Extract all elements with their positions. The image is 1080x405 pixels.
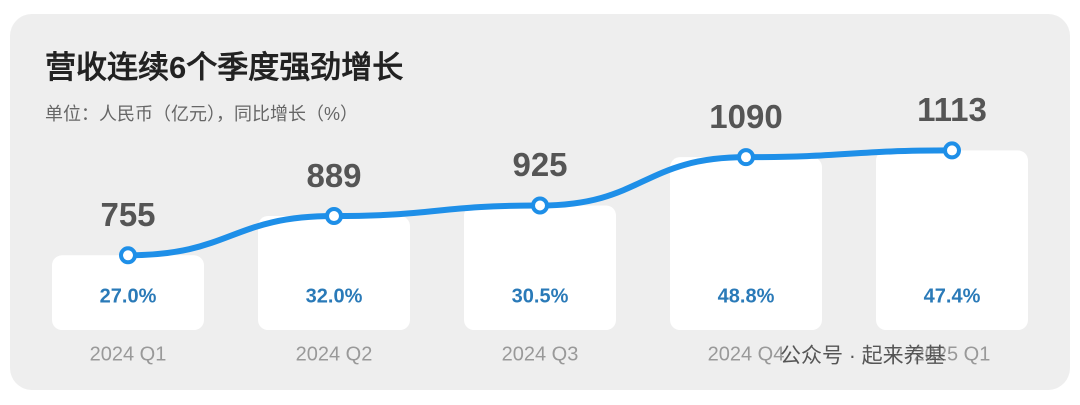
revenue-label: 889	[306, 157, 361, 194]
growth-label: 30.5%	[512, 285, 569, 307]
revenue-label: 755	[100, 196, 155, 233]
chart-subtitle: 单位：人民币（亿元），同比增长（%）	[45, 104, 358, 124]
bar-box	[258, 216, 410, 330]
bar-box	[52, 255, 204, 330]
watermark: 公众号 · 起来养基	[780, 345, 946, 368]
revenue-point	[325, 207, 343, 226]
revenue-point	[943, 141, 961, 160]
revenue-point	[737, 148, 755, 167]
revenue-point	[531, 196, 549, 215]
revenue-point	[119, 246, 137, 265]
revenue-label: 1113	[917, 91, 987, 128]
x-tick-label: 2024 Q2	[296, 343, 373, 365]
revenue-label: 1090	[709, 98, 782, 135]
x-tick-label: 2024 Q1	[90, 343, 167, 365]
x-tick-label: 2025 Q1	[914, 343, 991, 365]
bar-box	[876, 150, 1028, 330]
bar-box	[464, 205, 616, 330]
x-tick-label: 2024 Q3	[502, 343, 579, 365]
chart-title: 营收连续6个季度强劲增长	[45, 50, 403, 85]
growth-label: 32.0%	[306, 285, 363, 307]
growth-label: 27.0%	[100, 285, 157, 307]
growth-label: 48.8%	[718, 285, 775, 307]
revenue-label: 925	[512, 146, 567, 183]
growth-label: 47.4%	[924, 285, 981, 307]
bar-box	[670, 157, 822, 330]
x-tick-label: 2024 Q4	[708, 343, 785, 365]
